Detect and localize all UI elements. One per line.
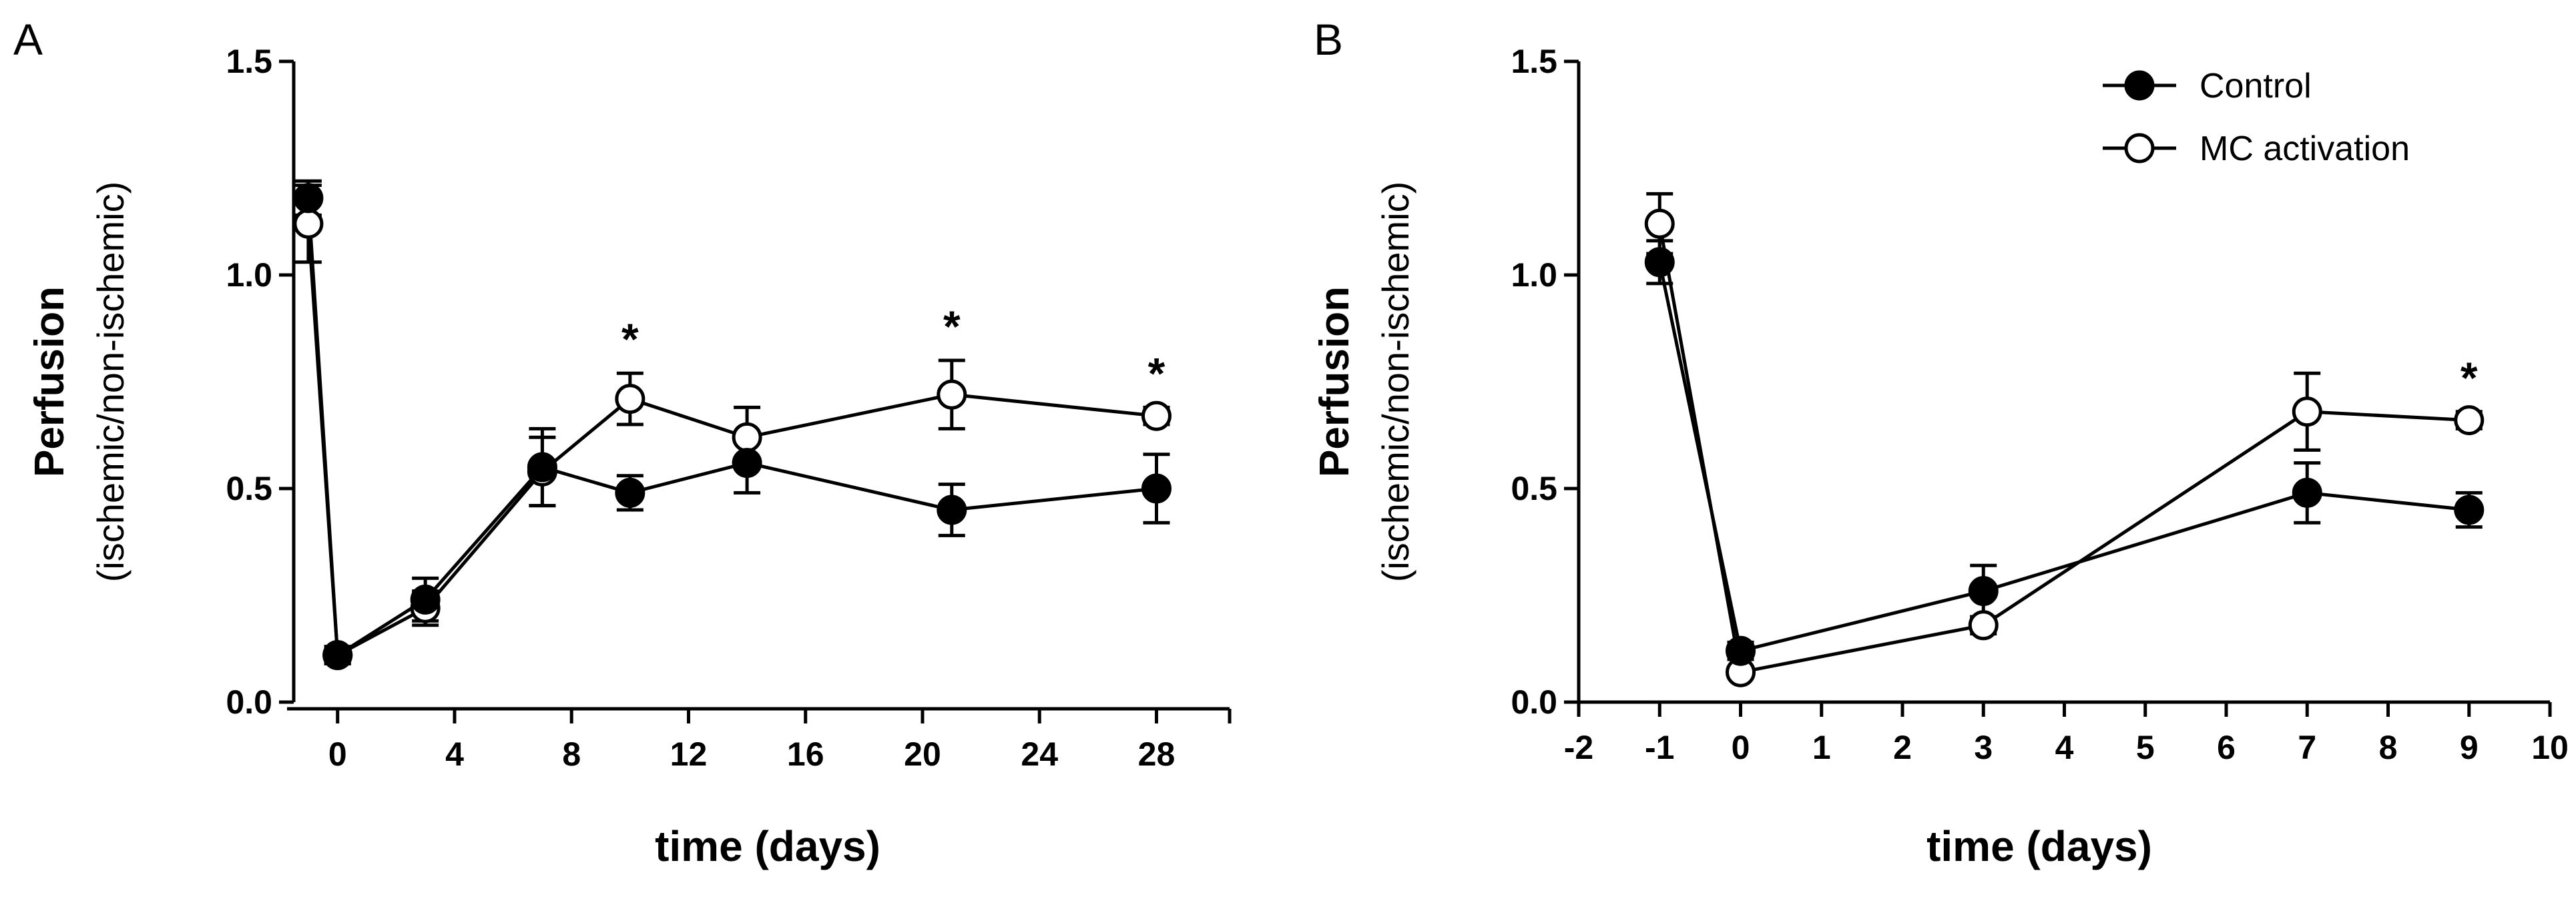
series-line-control [1657,262,2470,653]
data-point-mc-activation [2454,405,2485,436]
data-point-control [1726,635,1756,666]
data-point-mc-activation [1141,400,1172,431]
data-point-control [2454,495,2485,525]
x-tick-label: 0 [1732,729,1750,766]
series-line-control [306,198,1157,658]
legend-marker-control [2124,70,2155,101]
x-tick-label: 3 [1974,729,1993,766]
significance-marker: * [943,302,961,351]
x-tick-label: 5 [2136,729,2155,766]
y-axis-subtitle: (ischemic/non-ischemic) [1374,182,1416,583]
data-point-mc-activation [937,379,967,410]
x-tick-label: -1 [1645,729,1674,766]
significance-marker: * [1148,348,1166,398]
x-tick-label: 24 [1021,735,1058,773]
data-point-mc-activation [732,422,762,452]
data-point-control [2292,477,2322,508]
panel-label: B [1314,15,1343,64]
data-point-control [1968,576,1999,607]
x-tick-label: 9 [2460,729,2479,766]
x-tick-label: 4 [2055,729,2074,766]
y-tick-label: 0.0 [1511,683,1557,721]
legend-marker-mc-activation [2124,133,2155,164]
panel-label: A [13,15,43,64]
data-point-mc-activation [1644,208,1675,239]
legend-label: Control [2200,67,2312,105]
x-tick-label: -2 [1564,729,1593,766]
x-tick-label: 4 [445,735,464,773]
data-point-control [937,495,967,525]
x-tick-label: 28 [1138,735,1176,773]
data-point-control [1644,247,1675,278]
y-tick-label: 0.5 [226,470,272,507]
data-point-control [615,477,646,508]
x-tick-label: 16 [787,735,824,773]
x-axis-title: time (days) [655,822,880,870]
data-point-control [410,584,441,615]
series-line-mc-activation [306,224,1157,658]
x-tick-label: 10 [2531,729,2569,766]
legend-label: MC activation [2200,129,2410,168]
data-point-mc-activation [2292,396,2322,427]
x-tick-label: 7 [2298,729,2316,766]
panel-b: B 0.0 0.5 1.0 1.5 -2 -1 0 1 2 3 4 5 6 7 8 9 10 Perfusion (i… [1312,15,2569,870]
y-tick-label: 1.5 [1511,43,1557,80]
y-tick-label: 1.5 [226,43,272,80]
y-axis-title: Perfusion [1312,286,1358,477]
y-axis-title: Perfusion [27,286,73,477]
data-point-mc-activation [293,208,324,239]
x-tick-label: 20 [904,735,941,773]
y-tick-label: 1.0 [1511,256,1557,294]
legend: Control MC activation [2103,67,2410,168]
data-point-control [322,640,353,671]
data-point-control [732,448,762,479]
data-point-control [293,183,324,214]
x-tick-label: 8 [562,735,581,773]
panel-a: A 0.0 0.5 1.0 1.5 0 4 8 12 16 20 24 28 Perfusion (isch… [13,15,1232,870]
x-tick-label: 2 [1893,729,1912,766]
x-axis-title: time (days) [1926,822,2152,870]
significance-marker: * [2461,353,2478,402]
x-tick-label: 1 [1812,729,1831,766]
data-point-control [527,452,557,483]
data-point-control [1141,473,1172,504]
series-line-mc-activation [1657,223,2469,675]
x-tick-label: 6 [2217,729,2236,766]
y-tick-label: 0.0 [226,683,272,721]
significance-marker: * [621,314,639,364]
y-axis-subtitle: (ischemic/non-ischemic) [89,182,132,583]
data-point-mc-activation [1968,610,1999,641]
y-tick-label: 1.0 [226,256,272,294]
data-point-mc-activation [615,384,646,414]
x-tick-label: 0 [328,735,347,773]
x-tick-label: 8 [2379,729,2398,766]
x-tick-label: 12 [670,735,708,773]
y-tick-label: 0.5 [1511,470,1557,507]
